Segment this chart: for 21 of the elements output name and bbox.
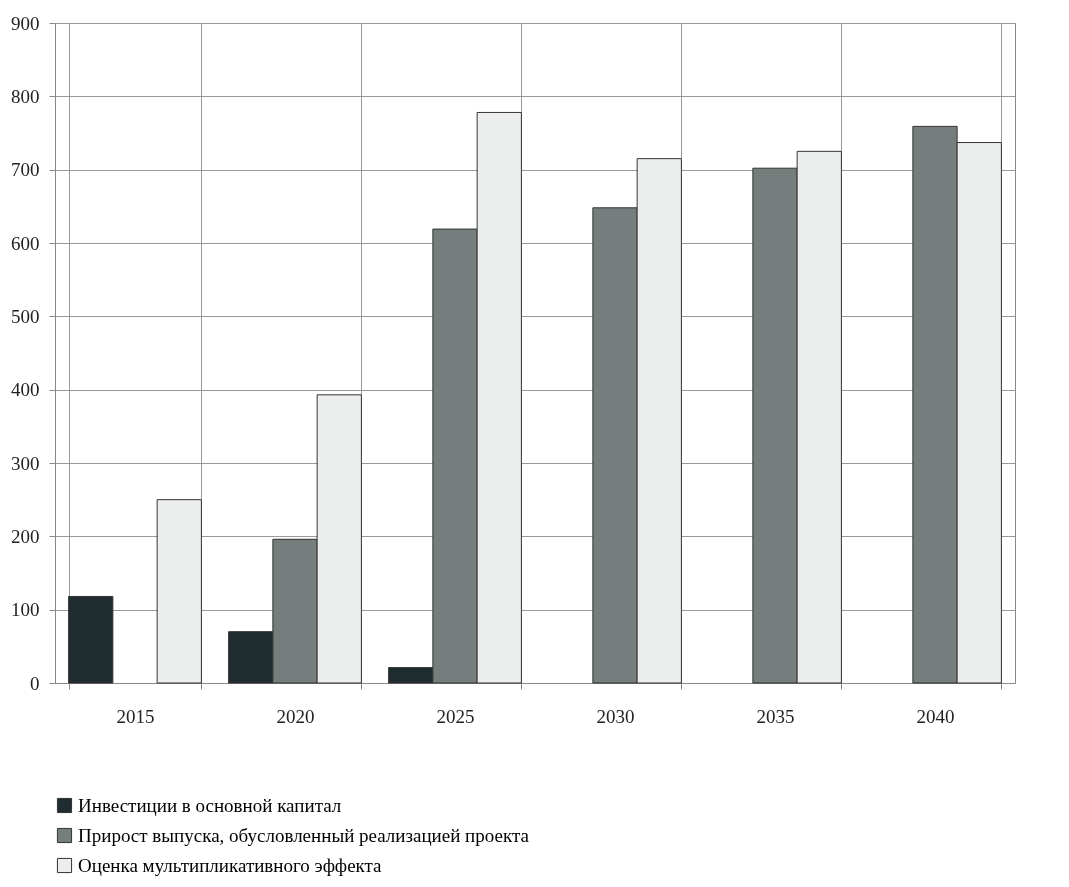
y-tick-label: 200 — [11, 525, 40, 547]
bar — [68, 595, 114, 684]
legend-label: Оценка мультипликативного эффекта — [78, 854, 383, 876]
y-tick-label: 100 — [11, 599, 40, 621]
x-tick-label: 2025 — [436, 705, 475, 727]
bar — [156, 499, 202, 684]
y-tick-label: 500 — [11, 305, 40, 327]
legend-label: Инвестиции в основной капитал — [78, 794, 342, 816]
x-tick-label: 2035 — [756, 705, 795, 727]
y-tick-label: 400 — [11, 379, 40, 401]
x-tick-label: 2020 — [276, 705, 315, 727]
y-tick-label: 900 — [11, 12, 40, 34]
y-tick-label: 700 — [11, 159, 40, 181]
y-tick-label: 600 — [11, 232, 40, 254]
x-tick-label: 2030 — [596, 705, 635, 727]
y-tick-label: 0 — [30, 672, 40, 694]
x-tick-label: 2040 — [916, 705, 955, 727]
x-tick-label: 2015 — [116, 705, 155, 727]
y-tick-label: 300 — [11, 452, 40, 474]
y-tick-label: 800 — [11, 85, 40, 107]
legend-label: Прирост выпуска, обусловленный реализацией проекта — [78, 824, 530, 846]
